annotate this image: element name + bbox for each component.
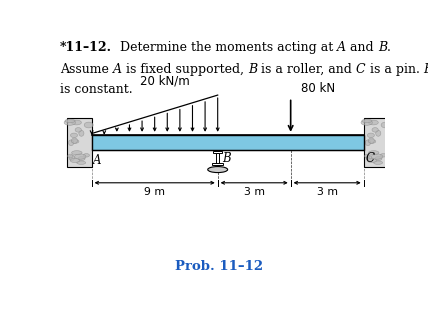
Polygon shape	[92, 135, 364, 150]
Ellipse shape	[71, 151, 82, 155]
Ellipse shape	[375, 157, 382, 161]
Text: 20 kN/m: 20 kN/m	[140, 75, 190, 88]
Ellipse shape	[71, 138, 77, 143]
Ellipse shape	[77, 161, 86, 164]
Ellipse shape	[64, 120, 75, 125]
Ellipse shape	[68, 154, 73, 158]
Text: and: and	[346, 41, 378, 54]
Ellipse shape	[74, 154, 86, 159]
Ellipse shape	[365, 154, 370, 158]
Text: Prob. 11–12: Prob. 11–12	[175, 260, 263, 273]
Ellipse shape	[376, 130, 381, 136]
Polygon shape	[217, 153, 219, 163]
Ellipse shape	[369, 151, 379, 155]
Text: 3 m: 3 m	[317, 187, 338, 197]
Ellipse shape	[368, 139, 376, 143]
Polygon shape	[213, 151, 222, 153]
Text: is a pin.: is a pin.	[366, 63, 424, 76]
Ellipse shape	[71, 120, 81, 125]
Ellipse shape	[68, 140, 74, 146]
Ellipse shape	[70, 158, 80, 163]
Ellipse shape	[380, 154, 386, 157]
Text: C: C	[365, 152, 374, 164]
Text: is a roller, and: is a roller, and	[257, 63, 356, 76]
Ellipse shape	[369, 138, 374, 143]
Text: 9 m: 9 m	[144, 187, 165, 197]
Text: *11–12.: *11–12.	[60, 41, 112, 54]
Polygon shape	[364, 118, 389, 167]
Text: A: A	[337, 41, 346, 54]
Ellipse shape	[362, 119, 372, 123]
Ellipse shape	[71, 139, 79, 143]
Text: B: B	[378, 41, 387, 54]
Ellipse shape	[366, 155, 372, 161]
Ellipse shape	[84, 122, 93, 128]
Ellipse shape	[83, 154, 89, 157]
Ellipse shape	[208, 167, 228, 173]
Text: B: B	[248, 63, 257, 76]
Ellipse shape	[65, 119, 75, 123]
Text: 3 m: 3 m	[244, 187, 265, 197]
Ellipse shape	[79, 130, 84, 136]
Ellipse shape	[366, 140, 371, 146]
Text: is constant.: is constant.	[60, 83, 133, 96]
Text: Determine the moments acting at: Determine the moments acting at	[112, 41, 337, 54]
Ellipse shape	[361, 120, 372, 125]
Ellipse shape	[71, 133, 77, 138]
Text: .: .	[387, 41, 391, 54]
Text: A: A	[113, 63, 122, 76]
Ellipse shape	[372, 154, 383, 159]
Text: C: C	[356, 63, 366, 76]
Ellipse shape	[369, 120, 378, 125]
Ellipse shape	[374, 161, 383, 164]
Text: 80 kN: 80 kN	[300, 82, 335, 95]
Ellipse shape	[69, 155, 74, 161]
Ellipse shape	[75, 128, 81, 132]
Ellipse shape	[78, 157, 85, 161]
Ellipse shape	[367, 158, 377, 163]
Ellipse shape	[372, 128, 378, 132]
Text: Assume: Assume	[60, 63, 113, 76]
Polygon shape	[67, 118, 92, 167]
Text: is fixed supported,: is fixed supported,	[122, 63, 248, 76]
Polygon shape	[212, 163, 223, 165]
Text: B: B	[222, 152, 230, 164]
Ellipse shape	[381, 122, 390, 128]
Text: EI: EI	[424, 63, 428, 76]
Text: A: A	[93, 154, 102, 167]
Ellipse shape	[367, 133, 374, 138]
